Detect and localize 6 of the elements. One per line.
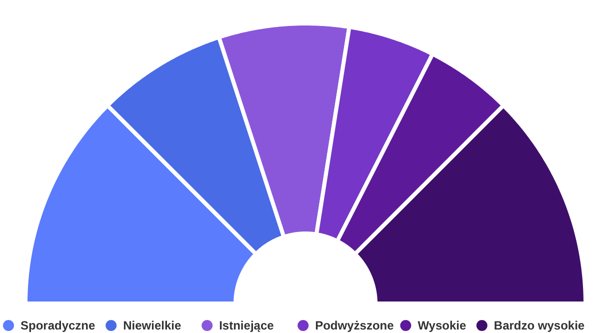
- legend-label: Istniejące: [219, 318, 274, 332]
- legend-label: Bardzo wysokie: [494, 318, 585, 332]
- legend-label: Sporadyczne: [20, 318, 96, 332]
- legend-label: Wysokie: [418, 318, 466, 332]
- legend-label: Podwyższone: [315, 318, 394, 332]
- legend-label: Niewielkie: [123, 318, 182, 332]
